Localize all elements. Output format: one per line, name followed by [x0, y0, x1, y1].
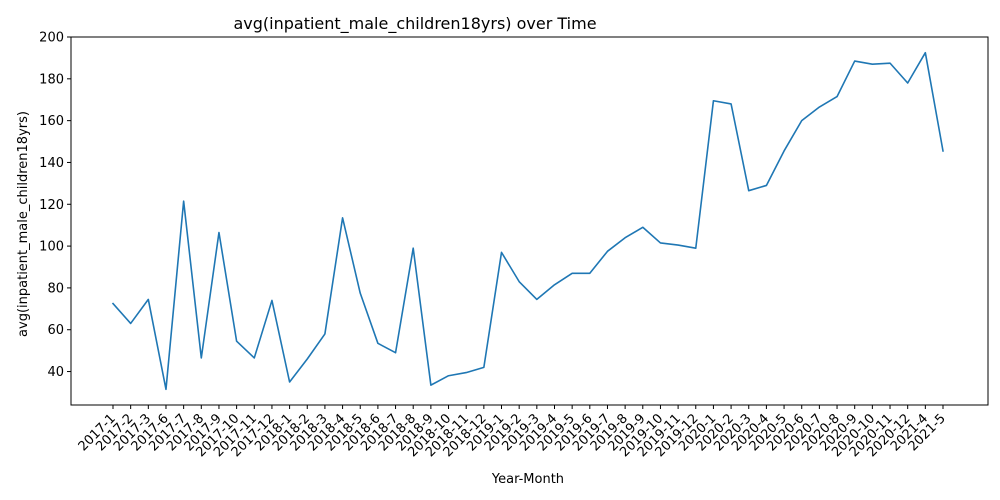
y-tick-label: 200 — [39, 31, 64, 46]
plot-frame — [70, 36, 989, 406]
y-tick-label: 60 — [47, 323, 64, 338]
y-tick-label: 100 — [39, 240, 64, 255]
y-tick-label: 180 — [39, 72, 64, 87]
chart-title: avg(inpatient_male_children18yrs) over T… — [233, 14, 596, 34]
y-tick-label: 80 — [47, 281, 64, 296]
y-tick-label: 40 — [47, 365, 64, 380]
y-tick-label: 160 — [39, 114, 64, 129]
y-tick-label: 140 — [39, 156, 64, 171]
series-line — [111, 51, 944, 391]
x-axis-title: Year-Month — [491, 472, 564, 487]
plot-area: 4060801001201401601802002017-12017-22017… — [39, 31, 989, 460]
y-axis-title: avg(inpatient_male_children18yrs) — [16, 111, 31, 337]
y-tick-label: 120 — [39, 198, 64, 213]
